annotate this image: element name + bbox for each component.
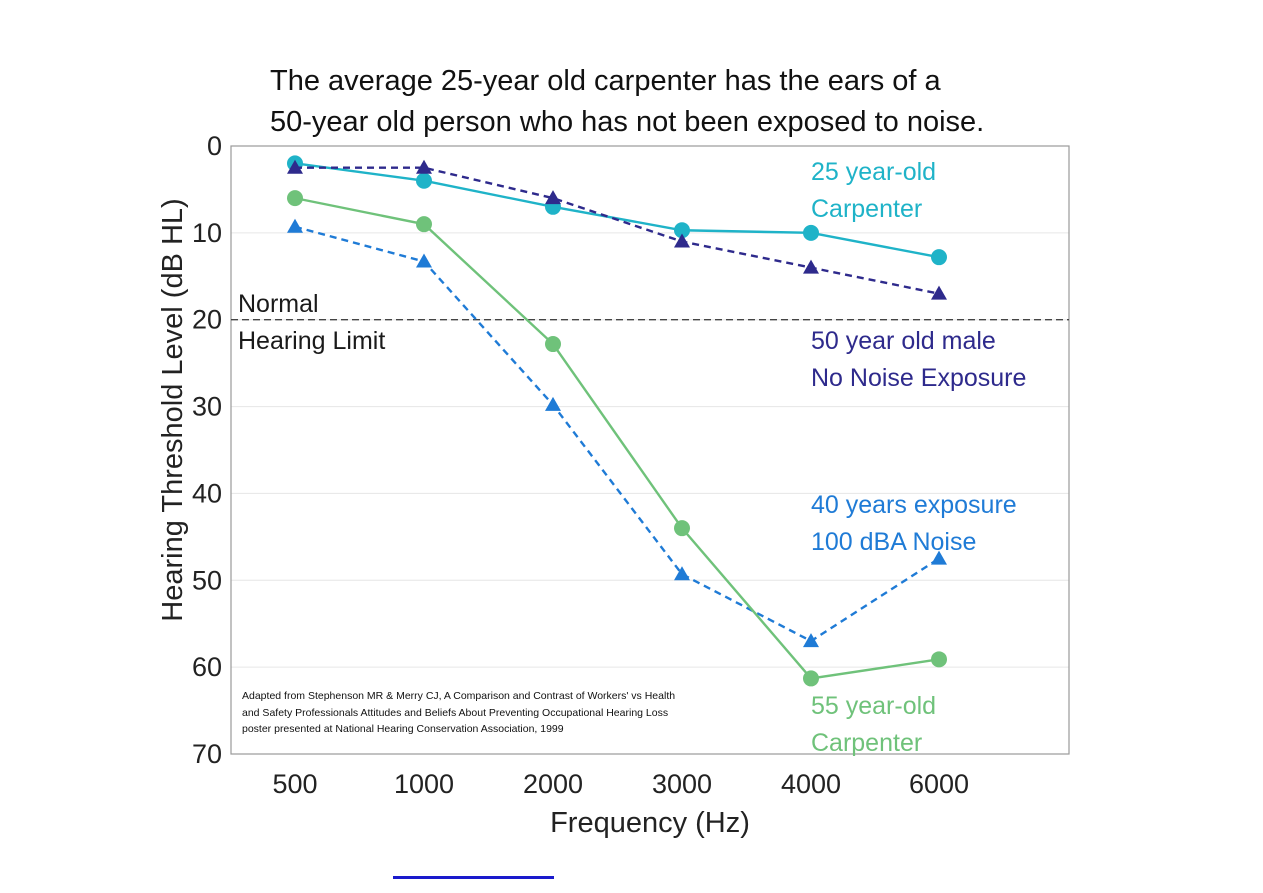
data-point-triangle [803, 633, 819, 648]
x-tick-label: 3000 [652, 769, 712, 799]
series-3 [287, 190, 947, 687]
hyperlink-underline[interactable] [393, 876, 554, 879]
y-tick-label: 60 [192, 652, 222, 682]
gridlines [231, 232, 1069, 668]
source-citation: Adapted from Stephenson MR & Merry CJ, A… [242, 690, 675, 735]
data-point-triangle [545, 396, 561, 411]
series-label: 50 year old male [811, 327, 996, 355]
series-label: No Noise Exposure [811, 364, 1026, 392]
data-point-circle [803, 224, 819, 241]
x-tick-label: 1000 [394, 769, 454, 799]
series-line [294, 162, 940, 259]
series-label: 55 year-old [811, 692, 936, 720]
y-tick-label: 40 [192, 478, 222, 508]
source-citation-line: and Safety Professionals Attitudes and B… [242, 707, 668, 719]
y-tick-label: 20 [192, 305, 222, 335]
series-label: Carpenter [811, 729, 922, 757]
x-tick-label: 2000 [523, 769, 583, 799]
data-point-triangle [931, 550, 947, 565]
x-tick-label: 6000 [909, 769, 969, 799]
series-line [295, 166, 940, 295]
y-tick-label: 0 [207, 131, 222, 161]
series-line [294, 196, 940, 680]
data-point-triangle [931, 285, 947, 300]
data-point-triangle [674, 566, 690, 581]
y-tick-label: 10 [192, 218, 222, 248]
plot-area-frame [230, 145, 1070, 755]
axis-ticks: 0 10 20 30 40 50 60 70 500 1000 2000 3000 4000 6000 [192, 131, 969, 799]
x-axis-label: Frequency (Hz) [550, 807, 750, 839]
data-point-triangle [287, 159, 303, 174]
normal-hearing-limit-label: Hearing Limit [238, 327, 385, 355]
data-point-circle [416, 216, 432, 233]
x-tick-label: 4000 [781, 769, 841, 799]
data-point-triangle [674, 233, 690, 248]
data-point-circle [545, 336, 561, 353]
series-1 [287, 159, 947, 300]
series-annotations: 25 year-old Carpenter 50 year old male No N… [811, 158, 1026, 757]
data-point-circle [931, 249, 947, 266]
normal-hearing-limit-label: Normal [238, 290, 319, 318]
chart-title-line-1: The average 25-year old carpenter has th… [270, 65, 941, 97]
data-series [287, 155, 947, 687]
y-tick-label: 30 [192, 392, 222, 422]
series-2 [287, 218, 947, 648]
chart-title: The average 25-year old carpenter has th… [270, 65, 984, 138]
data-point-triangle [803, 259, 819, 274]
series-label: Carpenter [811, 195, 922, 223]
data-point-circle [674, 520, 690, 537]
data-point-circle [416, 172, 432, 189]
source-citation-line: poster presented at National Hearing Con… [242, 723, 564, 735]
y-tick-label: 70 [192, 739, 222, 769]
series-label: 40 years exposure [811, 491, 1017, 519]
data-point-circle [931, 651, 947, 668]
source-citation-line: Adapted from Stephenson MR & Merry CJ, A… [242, 690, 675, 702]
data-point-triangle [416, 253, 432, 268]
data-point-circle [674, 222, 690, 239]
data-point-triangle [287, 218, 303, 233]
y-axis-label: Hearing Threshold Level (dB HL) [157, 198, 189, 621]
series-label: 25 year-old [811, 158, 936, 186]
data-point-triangle [416, 159, 432, 174]
y-tick-label: 50 [192, 565, 222, 595]
data-point-triangle [545, 190, 561, 205]
x-tick-label: 500 [272, 769, 317, 799]
chart-title-line-2: 50-year old person who has not been expo… [270, 106, 984, 138]
data-point-circle [287, 190, 303, 207]
normal-hearing-limit: Normal Hearing Limit [231, 290, 1069, 355]
data-point-circle [803, 670, 819, 687]
series-label: 100 dBA Noise [811, 528, 976, 556]
series-line [294, 225, 940, 643]
